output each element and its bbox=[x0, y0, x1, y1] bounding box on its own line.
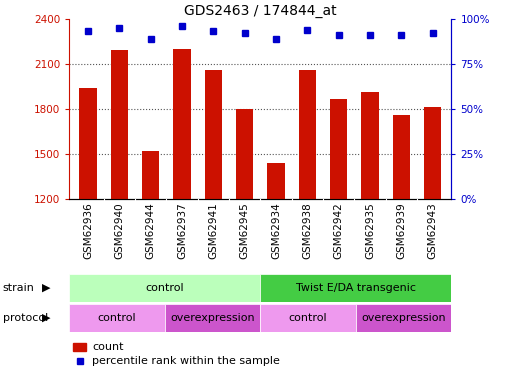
Bar bbox=[111, 50, 128, 199]
Bar bbox=[173, 49, 191, 199]
Text: count: count bbox=[92, 342, 124, 352]
Bar bbox=[267, 163, 285, 199]
Text: GSM62939: GSM62939 bbox=[397, 202, 406, 259]
Text: GSM62937: GSM62937 bbox=[177, 202, 187, 259]
Text: ▶: ▶ bbox=[42, 313, 50, 323]
Bar bbox=[69, 304, 165, 332]
Text: Twist E/DA transgenic: Twist E/DA transgenic bbox=[296, 283, 416, 293]
Text: GSM62944: GSM62944 bbox=[146, 202, 156, 259]
Text: percentile rank within the sample: percentile rank within the sample bbox=[92, 356, 280, 366]
Bar bbox=[205, 70, 222, 199]
Bar bbox=[299, 70, 316, 199]
Bar bbox=[424, 107, 441, 199]
Text: GSM62936: GSM62936 bbox=[83, 202, 93, 259]
Bar bbox=[356, 304, 451, 332]
Bar bbox=[393, 115, 410, 199]
Bar bbox=[80, 88, 96, 199]
Text: GSM62943: GSM62943 bbox=[428, 202, 438, 259]
Text: overexpression: overexpression bbox=[361, 313, 446, 323]
Text: GSM62942: GSM62942 bbox=[333, 202, 344, 259]
Bar bbox=[330, 99, 347, 199]
Bar bbox=[165, 304, 261, 332]
Text: GSM62941: GSM62941 bbox=[208, 202, 219, 259]
Bar bbox=[73, 344, 87, 351]
Text: control: control bbox=[97, 313, 136, 323]
Text: control: control bbox=[289, 313, 327, 323]
Text: GSM62945: GSM62945 bbox=[240, 202, 250, 259]
Text: GSM62934: GSM62934 bbox=[271, 202, 281, 259]
Bar bbox=[142, 151, 160, 199]
Bar bbox=[261, 304, 356, 332]
Bar bbox=[236, 109, 253, 199]
Text: GSM62938: GSM62938 bbox=[302, 202, 312, 259]
Text: overexpression: overexpression bbox=[170, 313, 255, 323]
Text: GSM62935: GSM62935 bbox=[365, 202, 375, 259]
Bar bbox=[261, 274, 451, 302]
Text: control: control bbox=[146, 283, 184, 293]
Text: ▶: ▶ bbox=[42, 283, 50, 293]
Text: GSM62940: GSM62940 bbox=[114, 202, 124, 259]
Text: strain: strain bbox=[3, 283, 34, 293]
Text: protocol: protocol bbox=[3, 313, 48, 323]
Title: GDS2463 / 174844_at: GDS2463 / 174844_at bbox=[184, 4, 337, 18]
Bar bbox=[361, 92, 379, 199]
Bar bbox=[69, 274, 261, 302]
